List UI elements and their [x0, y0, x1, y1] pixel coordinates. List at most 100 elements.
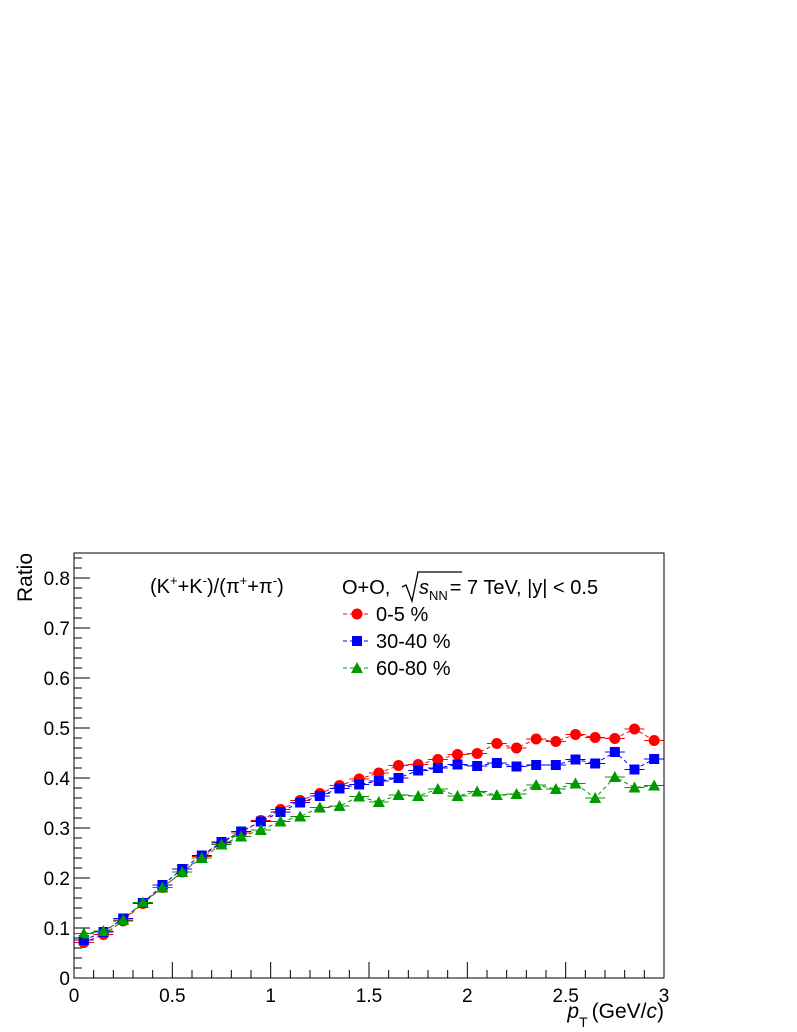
y-tick-label: 0.3 [44, 819, 70, 840]
y-tick-label: 0.8 [44, 569, 70, 590]
data-point [491, 738, 503, 749]
legend-entry: 30-40 % [343, 631, 451, 653]
data-point [511, 761, 522, 772]
data-point [313, 801, 326, 813]
svg-text:O+O,: O+O, [342, 577, 390, 599]
data-point [570, 729, 581, 740]
data-point [569, 777, 582, 789]
data-point [589, 732, 601, 743]
data-point [372, 796, 385, 807]
legend-label: 60-80 % [376, 658, 451, 680]
data-point [471, 748, 483, 759]
data-point [629, 764, 640, 775]
x-tick-label: 0 [69, 986, 80, 1007]
data-point [490, 789, 503, 800]
data-point [550, 736, 562, 747]
ratio-title: (K++K-)/(π++π-) [150, 573, 284, 598]
legend-marker [351, 608, 363, 620]
data-point [451, 790, 464, 801]
data-point [353, 790, 366, 802]
data-point [373, 776, 384, 786]
axes-layer [73, 552, 665, 979]
legend-marker [351, 662, 363, 673]
y-tick-label: 0.4 [44, 769, 71, 790]
data-point [334, 783, 345, 794]
data-point [295, 797, 306, 808]
data-point [491, 758, 502, 768]
series-60-80- [73, 771, 665, 939]
data-point [136, 896, 149, 908]
data-point [235, 830, 248, 842]
series-line [83, 751, 655, 941]
x-tick-label: 1 [265, 986, 276, 1007]
data-point [609, 747, 620, 757]
data-point [294, 810, 307, 822]
y-tick-label: 0.1 [44, 919, 70, 940]
data-point [314, 791, 325, 801]
data-point [274, 815, 287, 827]
data-point [648, 779, 661, 791]
data-point [373, 767, 385, 779]
collision-annotation: O+O, sNN = 7 TeV, |y| < 0.5 [342, 571, 598, 604]
y-tick-label: 0.2 [44, 869, 70, 890]
data-point [195, 852, 208, 863]
data-point [549, 783, 562, 794]
data-point [254, 824, 267, 835]
x-axis-label: pT (GeV/c) [566, 1000, 664, 1030]
data-point [392, 789, 405, 800]
data-point [431, 783, 444, 794]
data-point [412, 790, 425, 801]
data-point [589, 792, 602, 803]
data-point [354, 779, 365, 790]
svg-text:sNN= 7 TeV, |y| < 0.5: sNN = 7 TeV, |y| < 0.5 [419, 577, 598, 603]
data-point [78, 935, 89, 945]
data-point [156, 881, 169, 893]
data-point [77, 927, 90, 939]
legend-entry: 0-5 % [343, 604, 428, 626]
data-point [609, 733, 621, 744]
data-point [413, 765, 424, 776]
data-point [530, 733, 542, 745]
data-point [333, 800, 346, 811]
x-tick-label: 1.5 [356, 986, 382, 1007]
data-point [432, 754, 444, 765]
data-point [608, 771, 621, 782]
data-point [510, 788, 523, 799]
data-point [275, 807, 286, 817]
x-tick-label: 0.5 [159, 986, 185, 1007]
data-point [176, 866, 189, 877]
data-point [628, 781, 641, 793]
x-tick-label: 2 [462, 986, 473, 1007]
data-point [117, 914, 130, 925]
y-tick-label: 0.7 [44, 619, 70, 640]
legend-label: 30-40 % [376, 631, 451, 653]
data-point [432, 763, 443, 773]
series-layer [73, 723, 665, 948]
data-point [472, 761, 483, 771]
y-tick-label: 0 [59, 969, 70, 990]
data-point [648, 735, 660, 746]
data-point [629, 723, 640, 735]
data-point [452, 749, 463, 760]
data-point [511, 742, 522, 754]
data-point [215, 838, 228, 850]
x-tick-label: 3 [659, 986, 670, 1007]
data-point [570, 754, 581, 765]
data-point [590, 758, 601, 769]
series-line [83, 776, 655, 934]
data-point [452, 759, 463, 770]
x-tick-label: 2.5 [552, 986, 578, 1007]
data-point [530, 779, 543, 790]
data-point [649, 754, 660, 764]
data-point [471, 785, 484, 797]
data-point [393, 773, 404, 783]
legend-layer: 0-5 % 30-40 % 60-80 % [343, 604, 451, 680]
y-axis-label: Ratio [14, 553, 37, 602]
legend-entry: 60-80 % [343, 658, 451, 680]
y-tick-label: 0.6 [44, 669, 70, 690]
data-point [531, 760, 542, 770]
data-point [550, 760, 561, 770]
data-point [97, 925, 110, 936]
y-tick-label: 0.5 [44, 719, 70, 740]
